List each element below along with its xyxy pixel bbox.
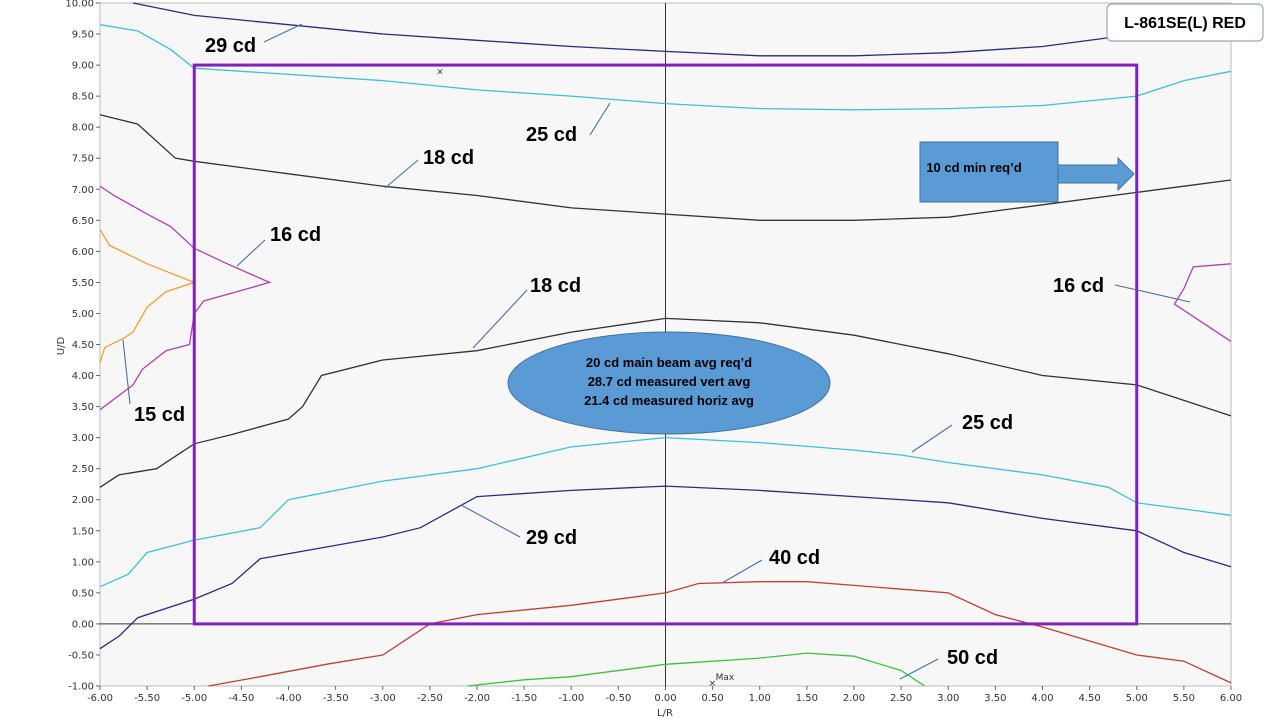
contour-16cd-5 xyxy=(1173,263,1232,342)
y-tick-label: 4.50 xyxy=(72,340,94,351)
y-tick-label: 7.00 xyxy=(72,185,94,196)
min-req-box xyxy=(919,141,1059,203)
x-tick-label: 0.00 xyxy=(654,693,676,704)
avg-ellipse xyxy=(507,331,831,435)
chart-title: L-861SE(L) RED xyxy=(1124,15,1246,32)
max-marker-symbol: × xyxy=(709,679,717,689)
label-40cd: 40 cd xyxy=(769,547,820,569)
x-tick-label: -5.00 xyxy=(181,693,207,704)
y-tick-label: 4.00 xyxy=(72,371,94,382)
leader-25cd-bottom xyxy=(911,424,953,453)
label-25cd-bottom: 25 cd xyxy=(962,412,1013,434)
x-tick-label: 0.50 xyxy=(701,693,723,704)
label-25cd-top: 25 cd xyxy=(526,124,577,146)
x-tick-label: -5.50 xyxy=(134,693,160,704)
chart-title-box xyxy=(1106,3,1264,42)
x-tick-label: -1.00 xyxy=(558,693,584,704)
x-tick-label: -2.00 xyxy=(464,693,490,704)
y-tick-label: 1.50 xyxy=(72,526,94,537)
y-tick-label: -1.00 xyxy=(68,682,94,693)
y-tick-label: 6.50 xyxy=(72,216,94,227)
x-tick-label: -4.00 xyxy=(276,693,302,704)
x-tick-label: -3.00 xyxy=(370,693,396,704)
x-tick-label: -3.50 xyxy=(323,693,349,704)
label-29cd-top: 29 cd xyxy=(205,35,256,57)
contour-15cd-4 xyxy=(99,229,197,364)
y-tick-label: 5.50 xyxy=(72,278,94,289)
x-tick-label: 5.00 xyxy=(1126,693,1148,704)
leader-50cd xyxy=(899,658,939,680)
x-axis-label: L/R xyxy=(657,708,673,719)
label-50cd: 50 cd xyxy=(947,647,998,669)
ellipse-line-3: 21.4 cd measured horiz avg xyxy=(584,393,754,408)
contour-29cd-8 xyxy=(99,485,1232,650)
tick-labels: -6.00 -5.50 -5.00 -4.50 -4.00 -3.50 -3.00 -2.50… xyxy=(65,0,1242,704)
leader-29cd-bottom xyxy=(460,504,521,538)
x-tick-label: 2.50 xyxy=(890,693,912,704)
x-tick-label: 6.00 xyxy=(1220,693,1242,704)
label-18cd-top: 18 cd xyxy=(423,147,474,169)
x-tick-label: 4.00 xyxy=(1031,693,1053,704)
label-16cd-left: 16 cd xyxy=(270,224,321,246)
contour-16cd-3 xyxy=(99,185,272,411)
x-tick-label: 4.50 xyxy=(1078,693,1100,704)
y-tick-label: 8.00 xyxy=(72,123,94,134)
label-15cd: 15 cd xyxy=(134,404,185,426)
leader-18cd-mid xyxy=(472,289,528,349)
y-axis-label: U/D xyxy=(56,337,67,356)
y-tick-label: 5.00 xyxy=(72,309,94,320)
contour-25cd-1 xyxy=(99,24,1232,111)
y-tick-label: 9.00 xyxy=(72,61,94,72)
y-tick-label: 10.00 xyxy=(65,0,94,10)
x-tick-label: -1.50 xyxy=(511,693,537,704)
contour-50cd-10 xyxy=(467,652,926,687)
x-tick-label: 1.00 xyxy=(749,693,771,704)
label-18cd-mid: 18 cd xyxy=(530,275,581,297)
x-tick-label: 3.00 xyxy=(937,693,959,704)
x-tick-label: 1.50 xyxy=(796,693,818,704)
ellipse-line-2: 28.7 cd measured vert avg xyxy=(588,374,751,389)
x-tick-label: -0.50 xyxy=(605,693,631,704)
y-tick-label: 0.00 xyxy=(72,619,94,630)
leader-16cd-left xyxy=(236,239,266,267)
y-tick-label: 3.00 xyxy=(72,433,94,444)
x-tick-label: 2.00 xyxy=(843,693,865,704)
y-tick-label: 6.00 xyxy=(72,247,94,258)
x-tick-label: 3.50 xyxy=(984,693,1006,704)
y-tick-label: 1.00 xyxy=(72,557,94,568)
y-tick-label: 3.50 xyxy=(72,402,94,413)
x-tick-label: -6.00 xyxy=(87,693,113,704)
annotation-leaders xyxy=(122,23,1191,680)
contour-29cd-0 xyxy=(132,2,1175,57)
requirement-box-layer xyxy=(192,63,1139,626)
label-16cd-right: 16 cd xyxy=(1053,275,1104,297)
leader-18cd-top xyxy=(384,159,419,189)
requirement-box xyxy=(192,63,1139,626)
contour-40cd-9 xyxy=(208,581,1232,687)
y-tick-label: 7.50 xyxy=(72,154,94,165)
label-29cd-bottom: 29 cd xyxy=(526,527,577,549)
leader-40cd xyxy=(721,559,763,584)
contour-18cd-2 xyxy=(99,114,1232,221)
y-tick-label: 8.50 xyxy=(72,92,94,103)
leader-15cd xyxy=(122,339,131,405)
min-req-arrow xyxy=(1057,156,1135,192)
y-tick-label: 2.50 xyxy=(72,464,94,475)
x-tick-label: 5.50 xyxy=(1173,693,1195,704)
y-tick-label: 2.00 xyxy=(72,495,94,506)
markers: ×Max× xyxy=(436,67,735,689)
min-req-text: 10 cd min req’d xyxy=(926,160,1021,175)
y-tick-label: -0.50 xyxy=(68,650,94,661)
x-tick-label: -2.50 xyxy=(417,693,443,704)
x-tick-label: -4.50 xyxy=(228,693,254,704)
leader-29cd-top xyxy=(263,23,303,43)
ellipse-line-1: 20 cd main beam avg req’d xyxy=(586,355,752,370)
y-tick-label: 0.50 xyxy=(72,588,94,599)
leader-16cd-right xyxy=(1114,284,1191,303)
leader-25cd-top xyxy=(589,102,611,136)
x-marker: × xyxy=(436,67,444,77)
max-marker-label: Max xyxy=(716,673,735,683)
y-tick-label: 9.50 xyxy=(72,30,94,41)
